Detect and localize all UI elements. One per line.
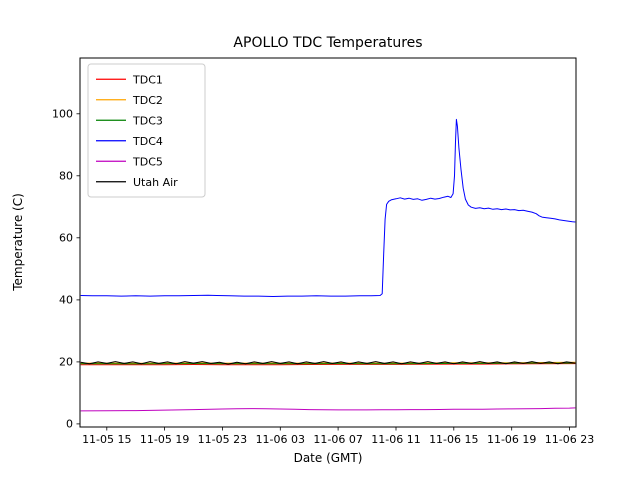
legend-label-tdc3: TDC3: [132, 114, 163, 127]
y-tick-label: 80: [59, 169, 73, 182]
y-tick-label: 0: [66, 417, 73, 430]
plot-content: 0 20 40 60 80 100 11-05 15 11-05 19 11-05 23 11-0…: [52, 57, 594, 446]
x-tick-label: 11-05 23: [198, 433, 247, 446]
chart-title: APOLLO TDC Temperatures: [233, 35, 422, 51]
x-tick-label: 11-05 15: [82, 433, 131, 446]
x-tick-label: 11-06 23: [545, 433, 594, 446]
legend-box: [87, 63, 206, 198]
legend-label-tdc1: TDC1: [132, 73, 163, 86]
legend-label-utah-air: Utah Air: [133, 176, 178, 189]
series-tdc4-line: [80, 118, 576, 297]
x-tick-label: 11-05 19: [140, 433, 189, 446]
series-utah-air-line: [80, 361, 576, 365]
x-tick-label: 11-06 03: [256, 433, 305, 446]
y-tick-label: 100: [52, 107, 73, 120]
x-tick-label: 11-06 19: [487, 433, 536, 446]
series-tdc1-line: [80, 363, 576, 366]
series-tdc5-line: [80, 407, 576, 412]
x-tick-label: 11-06 07: [313, 433, 362, 446]
y-tick-label: 60: [59, 231, 73, 244]
x-axis-label: Date (GMT): [294, 451, 363, 465]
axes-frame: [79, 57, 577, 428]
y-tick-label: 20: [59, 355, 73, 368]
legend-label-tdc5: TDC5: [132, 155, 163, 168]
legend-label-tdc2: TDC2: [132, 94, 163, 107]
y-axis-label: Temperature (C): [11, 193, 25, 292]
legend-label-tdc4: TDC4: [132, 135, 163, 148]
y-tick-label: 40: [59, 293, 73, 306]
x-tick-label: 11-06 11: [371, 433, 420, 446]
x-tick-label: 11-06 15: [429, 433, 478, 446]
